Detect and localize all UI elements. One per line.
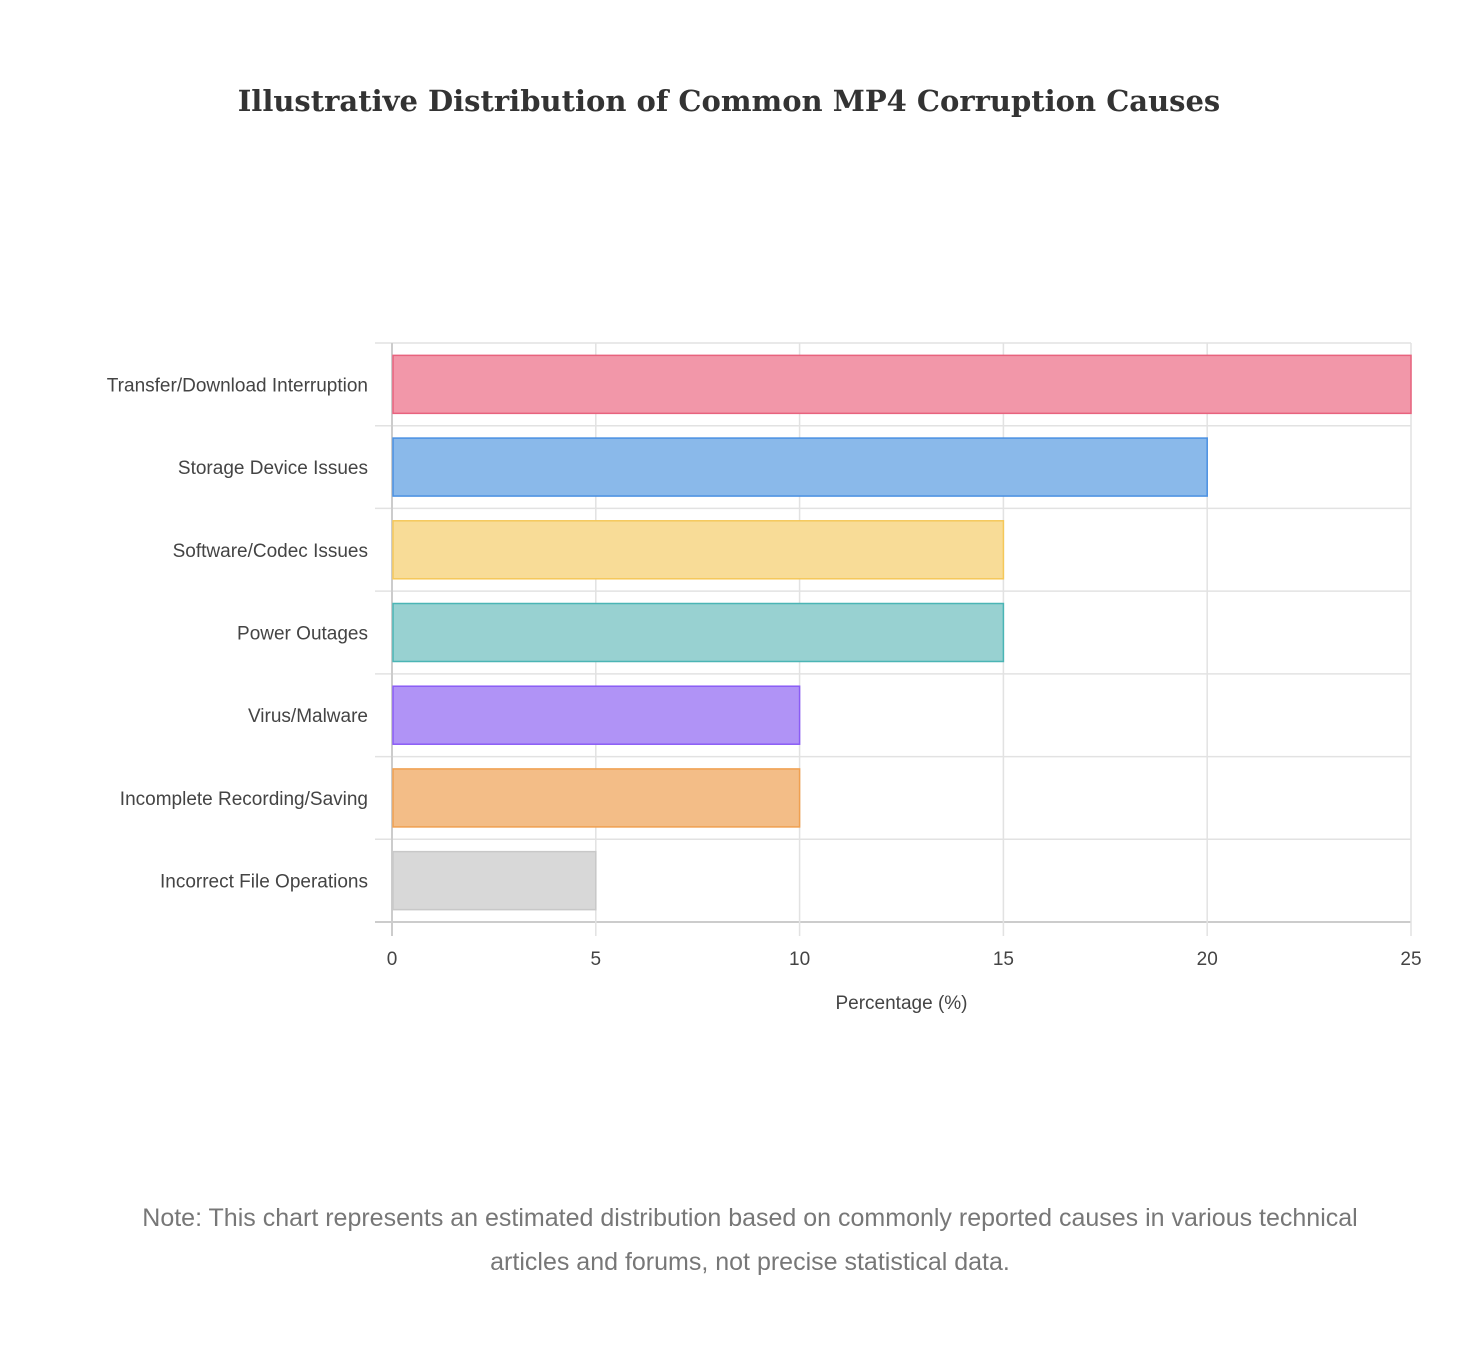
- x-tick-label: 25: [1400, 949, 1421, 970]
- bar-transfer-download-interruption: [392, 354, 1412, 415]
- y-category-label: Transfer/Download Interruption: [107, 375, 368, 396]
- chart-note: Note: This chart represents an estimated…: [142, 1204, 1358, 1276]
- x-tick-label: 20: [1197, 949, 1218, 970]
- bar-virus-malware: [392, 685, 801, 745]
- y-category-label: Software/Codec Issues: [173, 541, 368, 562]
- y-category-label: Storage Device Issues: [178, 458, 368, 479]
- bar-storage-device-issues: [392, 437, 1208, 497]
- bar-software-codec-issues: [392, 520, 1005, 580]
- y-category-label: Virus/Malware: [248, 706, 368, 727]
- x-tick-label: 5: [591, 949, 602, 970]
- y-category-label: Incomplete Recording/Saving: [120, 789, 368, 810]
- bar-incomplete-recording-saving: [392, 768, 801, 828]
- y-category-label: Power Outages: [237, 624, 368, 645]
- x-tick-label: 10: [789, 949, 810, 970]
- x-tick-label: 0: [387, 949, 398, 970]
- bar-incorrect-file-operations: [392, 850, 597, 911]
- x-tick-label: 15: [993, 949, 1014, 970]
- chart-title: Illustrative Distribution of Common MP4 …: [237, 84, 1221, 118]
- y-category-label: Incorrect File Operations: [160, 872, 368, 893]
- x-axis-title: Percentage (%): [835, 993, 967, 1014]
- bar-power-outages: [392, 602, 1005, 663]
